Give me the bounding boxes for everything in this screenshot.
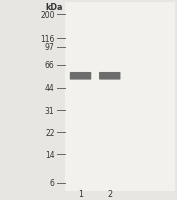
FancyBboxPatch shape	[70, 73, 91, 80]
Text: 1: 1	[78, 189, 83, 198]
Bar	[65, 3, 175, 191]
Text: 6: 6	[50, 179, 55, 187]
FancyBboxPatch shape	[99, 73, 120, 80]
Text: 14: 14	[45, 150, 55, 159]
Text: 200: 200	[40, 11, 55, 19]
Text: 2: 2	[107, 189, 112, 198]
Text: 66: 66	[45, 61, 55, 70]
Text: 97: 97	[45, 43, 55, 52]
Text: 31: 31	[45, 106, 55, 115]
Text: 44: 44	[45, 84, 55, 93]
Text: 22: 22	[45, 128, 55, 137]
Text: 116: 116	[40, 35, 55, 43]
Text: kDa: kDa	[45, 3, 63, 11]
